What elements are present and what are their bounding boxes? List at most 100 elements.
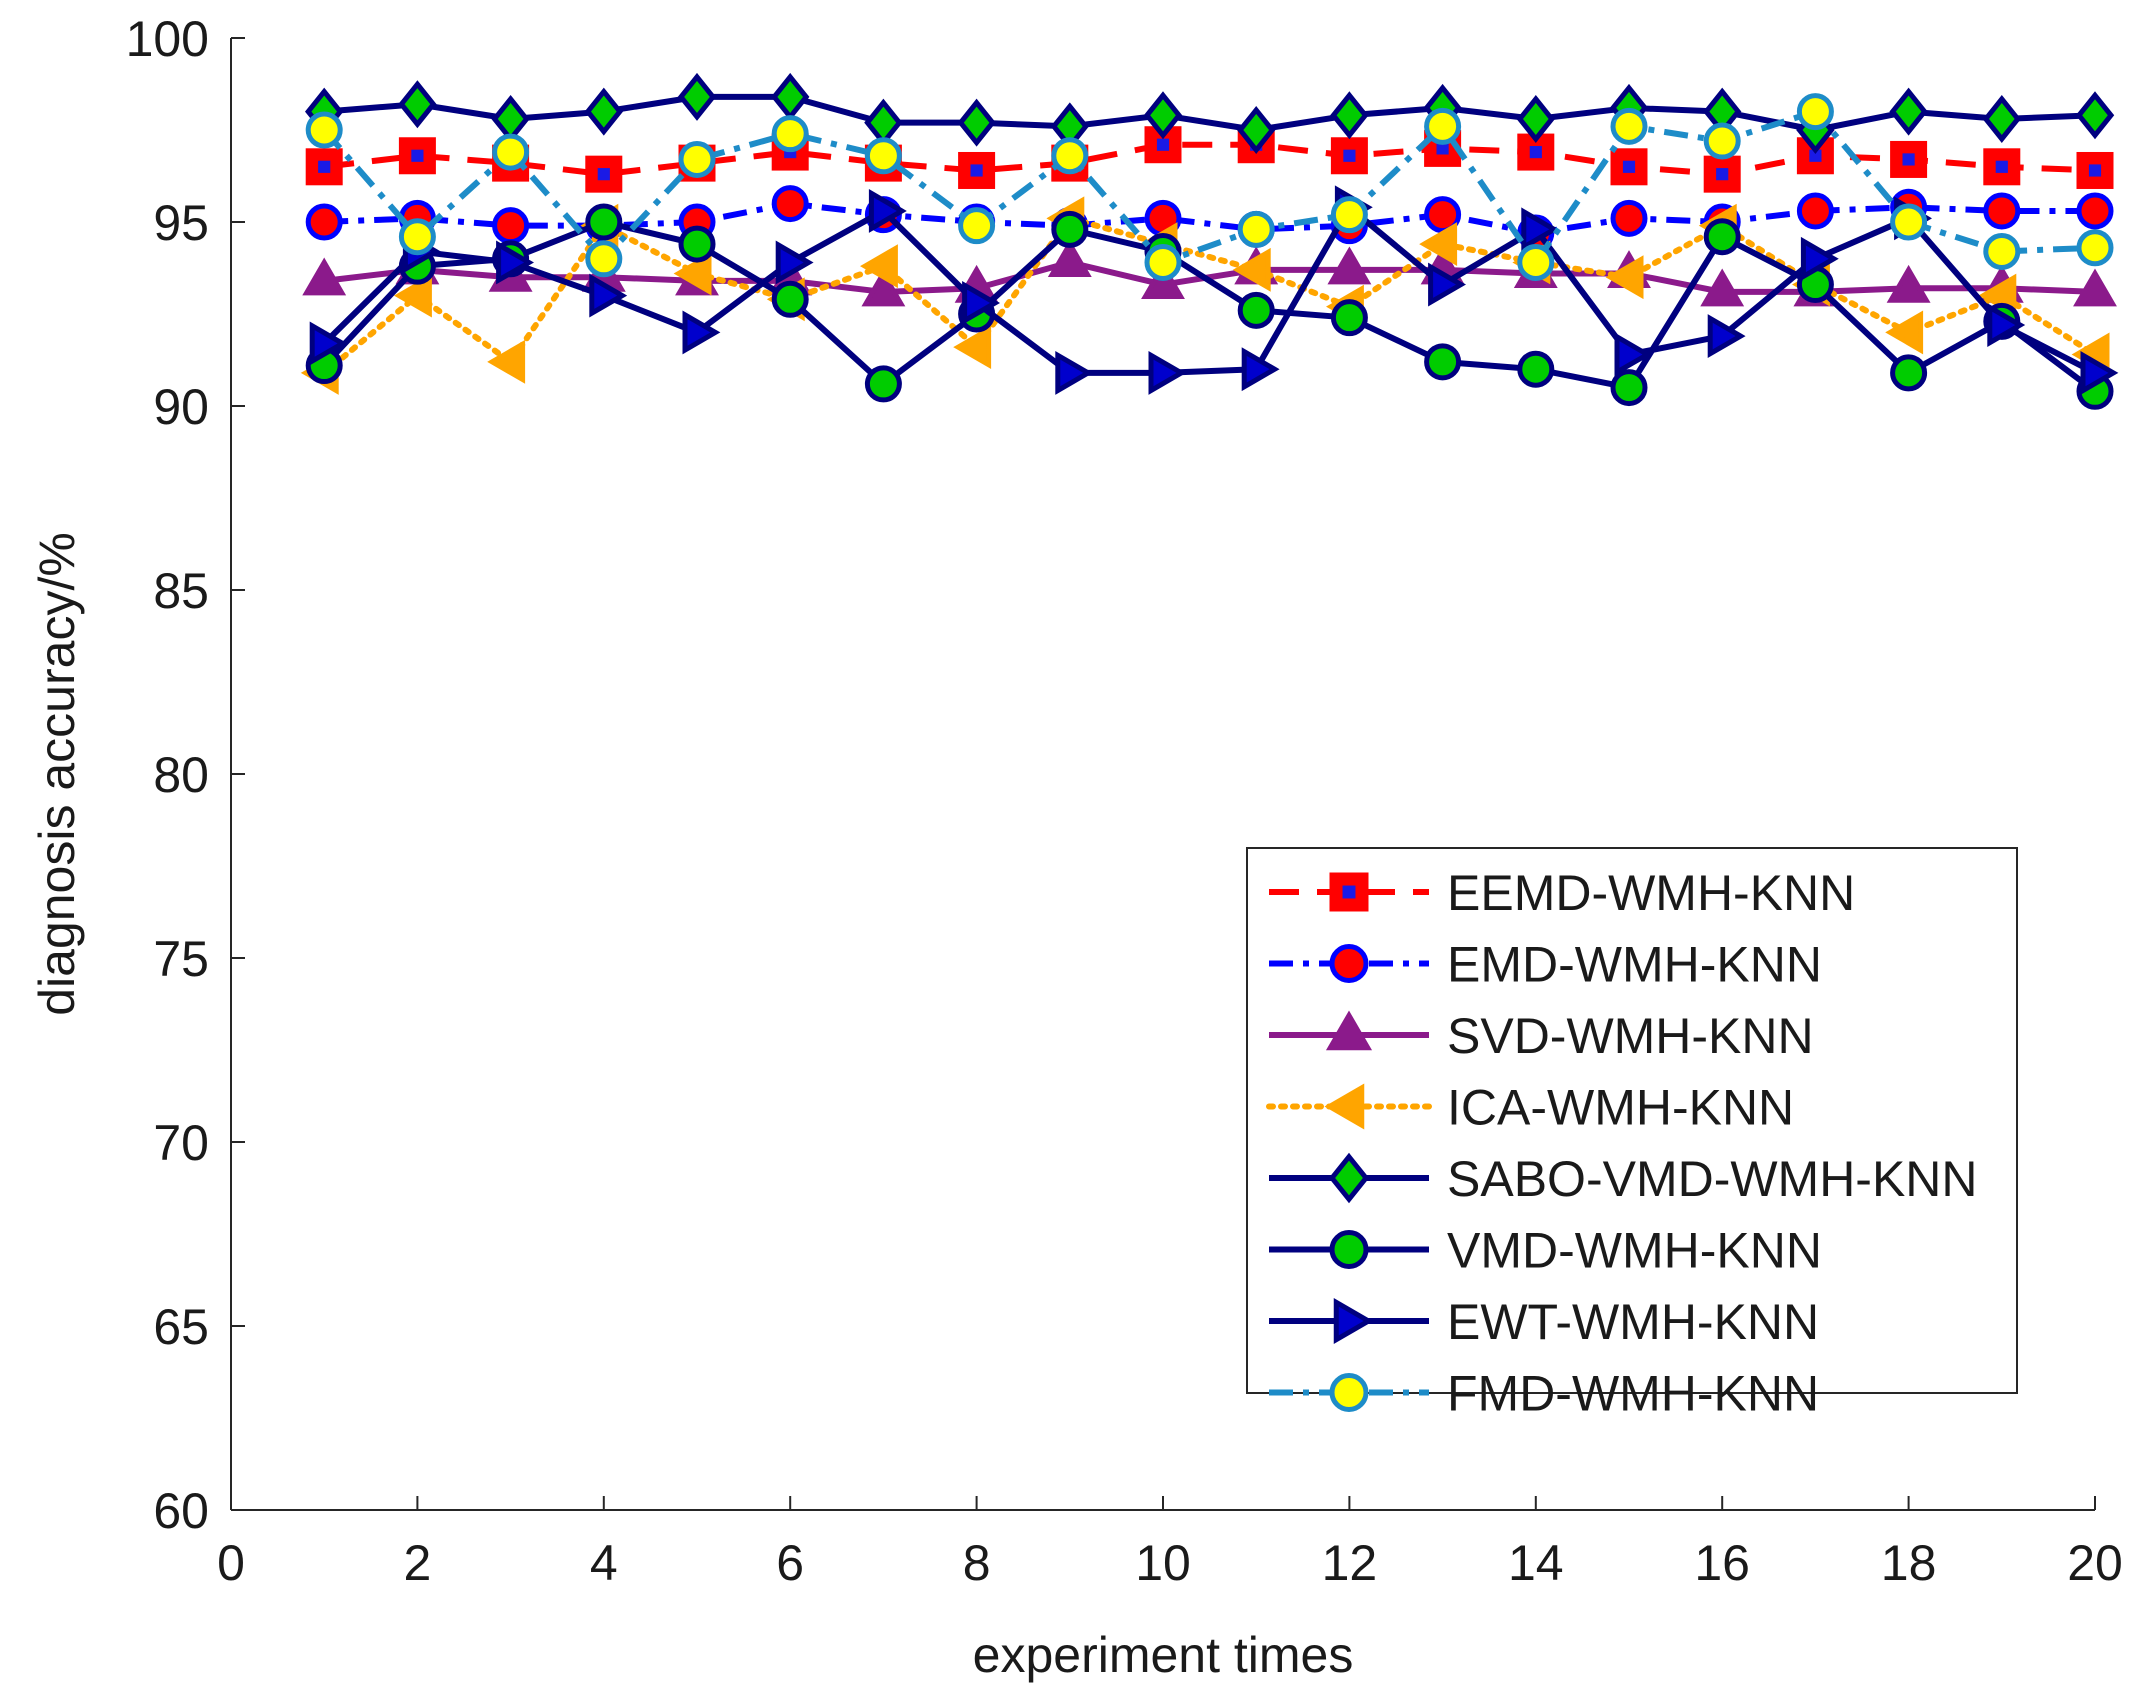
- data-point: [1051, 137, 1089, 175]
- data-point: [1141, 261, 1185, 300]
- data-point: [1890, 140, 1928, 178]
- legend-marker: [1324, 1083, 1365, 1130]
- legend: EEMD-WMH-KNN EMD-WMH-KNN SVD-WMH-KNN ICA-WM…: [1246, 847, 2018, 1422]
- series-line: [322, 204, 2097, 376]
- data-point: [1330, 196, 1368, 234]
- data-point-center: [1809, 149, 1822, 162]
- data-point: [398, 218, 436, 256]
- x-tick-label: 2: [403, 1535, 431, 1591]
- legend-label: ICA-WMH-KNN: [1447, 1080, 1794, 1136]
- x-tick-label: 18: [1881, 1535, 1937, 1591]
- legend-item: EEMD-WMH-KNN: [1269, 865, 1855, 921]
- data-point-center: [970, 164, 983, 177]
- x-tick-label: 0: [217, 1535, 245, 1591]
- data-point-center: [1343, 149, 1356, 162]
- legend-label: FMD-WMH-KNN: [1447, 1366, 1819, 1422]
- data-point: [868, 189, 907, 233]
- series-line: [321, 108, 2096, 266]
- data-point: [2080, 350, 2119, 395]
- data-point: [864, 137, 902, 175]
- legend-marker: [1329, 1230, 1369, 1269]
- data-point-center: [1156, 138, 1170, 151]
- data-point: [1987, 303, 2026, 347]
- data-point-center: [1529, 146, 1542, 159]
- data-point: [302, 257, 347, 296]
- data-point: [1047, 239, 1092, 277]
- data-point: [1419, 222, 1458, 267]
- data-point: [487, 339, 526, 384]
- data-point: [1890, 354, 1928, 392]
- data-point: [309, 321, 348, 366]
- y-tick-label: 100: [126, 11, 209, 67]
- data-point: [860, 244, 898, 289]
- data-point: [673, 251, 712, 296]
- data-point: [1236, 105, 1276, 155]
- y-tick-label: 80: [153, 747, 209, 803]
- data-point: [1516, 94, 1556, 143]
- legend-label: EMD-WMH-KNN: [1447, 937, 1822, 993]
- data-point: [1886, 264, 1931, 303]
- data-point: [1983, 232, 2021, 270]
- x-tick-label: 8: [963, 1535, 991, 1591]
- series-fmd-wmh-knn: [305, 93, 2114, 281]
- data-point: [1517, 243, 1555, 281]
- legend-item: SVD-WMH-KNN: [1269, 1008, 1814, 1064]
- data-point: [585, 203, 623, 241]
- data-point: [398, 137, 436, 175]
- series-sabo-vmd-wmh-knn: [304, 72, 2115, 155]
- data-point: [1517, 350, 1555, 388]
- y-tick-label: 60: [153, 1483, 209, 1539]
- data-point: [1889, 87, 1928, 136]
- data-point: [1143, 91, 1183, 140]
- data-point: [1327, 246, 1372, 285]
- y-tick-label: 70: [153, 1115, 209, 1171]
- y-tick-label: 95: [153, 195, 209, 251]
- data-point: [1982, 94, 2022, 143]
- data-point: [585, 240, 623, 278]
- data-point: [1890, 203, 1928, 241]
- data-point: [1610, 369, 1648, 407]
- x-tick-label: 12: [1322, 1535, 1378, 1591]
- data-point: [678, 225, 716, 263]
- data-point: [1610, 199, 1648, 237]
- data-point-center: [318, 160, 331, 173]
- data-point: [1521, 207, 1560, 252]
- data-point: [1700, 268, 1745, 307]
- data-point: [953, 325, 992, 370]
- data-point: [771, 115, 809, 153]
- y-tick-label: 90: [153, 379, 209, 435]
- data-point: [398, 80, 437, 129]
- x-tick-label: 20: [2067, 1535, 2123, 1591]
- legend-marker: [1333, 1297, 1374, 1345]
- data-point: [775, 240, 814, 285]
- legend-marker: [1325, 1010, 1373, 1051]
- data-point: [1885, 310, 1924, 355]
- legend-item: VMD-WMH-KNN: [1269, 1223, 1822, 1279]
- y-tick-label: 85: [153, 563, 209, 619]
- legend-item: SABO-VMD-WMH-KNN: [1269, 1151, 1978, 1207]
- data-point: [1610, 107, 1648, 145]
- legend-item: EMD-WMH-KNN: [1269, 937, 1822, 993]
- data-point: [1983, 192, 2021, 230]
- data-point: [305, 203, 343, 241]
- data-point: [1232, 247, 1271, 292]
- data-point: [305, 148, 343, 186]
- data-point: [771, 185, 809, 223]
- data-point: [1424, 343, 1462, 381]
- data-point: [1241, 347, 1280, 392]
- data-point: [589, 273, 628, 318]
- legend-label: EEMD-WMH-KNN: [1447, 865, 1855, 921]
- data-point: [1796, 192, 1834, 230]
- plot-series: [300, 72, 2119, 410]
- data-point: [1703, 122, 1741, 160]
- legend-marker: [1329, 944, 1369, 983]
- data-point-center: [597, 168, 610, 181]
- legend-marker-center: [1342, 885, 1356, 899]
- data-point-center: [1995, 160, 2008, 173]
- data-point: [771, 280, 809, 318]
- data-point: [2075, 91, 2115, 140]
- axes: 0 2 4 6 8 10 12 14 16 18 20 60 65 70 75 80 85 90 95 100: [126, 11, 2123, 1591]
- data-point: [1428, 262, 1466, 307]
- y-tick-label: 75: [153, 931, 209, 987]
